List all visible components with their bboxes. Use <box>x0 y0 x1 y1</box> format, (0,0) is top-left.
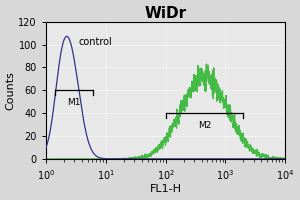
Text: M1: M1 <box>67 98 80 107</box>
Text: M2: M2 <box>198 121 211 130</box>
Text: control: control <box>79 37 112 47</box>
Y-axis label: Counts: Counts <box>6 71 16 110</box>
Title: WiDr: WiDr <box>145 6 187 21</box>
X-axis label: FL1-H: FL1-H <box>149 184 182 194</box>
